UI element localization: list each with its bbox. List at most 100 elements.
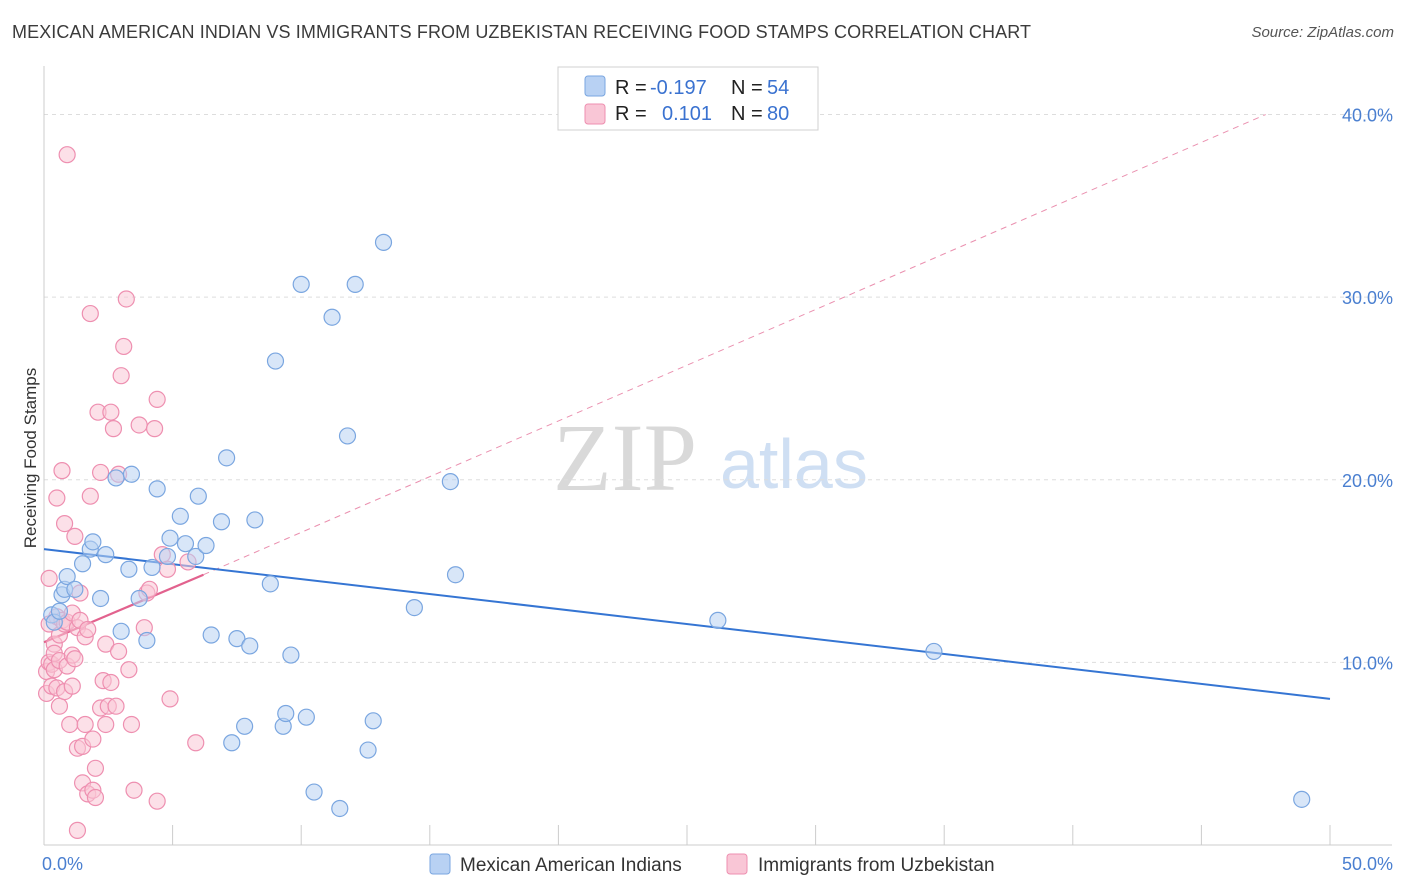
mexican-american-indians-point-6: [66, 580, 84, 598]
uzbekistan-point-70: [145, 420, 164, 438]
mexican-american-indians-point-7: [73, 555, 92, 573]
uzbekistan-point-41: [81, 304, 99, 323]
uzbekistan-point-18: [55, 514, 74, 533]
uzbekistan-point-21: [58, 146, 76, 164]
mexican-american-indians-point-43: [323, 308, 341, 326]
axes: [43, 66, 1392, 846]
mexican-american-indians-point-55: [1293, 790, 1311, 808]
uzbekistan-point-75: [161, 690, 179, 708]
uzbekistan-point-24: [61, 715, 79, 734]
mexican-american-indians-point-49: [374, 233, 393, 251]
uzbekistan-point-27: [63, 677, 81, 695]
uzbekistan-point-29: [66, 650, 84, 668]
uzbekistan-point-32: [68, 821, 87, 839]
uzbekistan-point-43: [84, 730, 102, 748]
mexican-american-indians-point-41: [297, 708, 315, 726]
uzbekistan-point-72: [148, 390, 166, 409]
mexican-american-indians-point-48: [364, 712, 382, 730]
stats-n-label-1: N =: [731, 77, 763, 99]
mexican-american-indians-point-39: [282, 646, 300, 664]
chart-title: MEXICAN AMERICAN INDIAN VS IMMIGRANTS FR…: [12, 22, 1032, 42]
mexican-american-indians-point-20: [158, 547, 177, 566]
stats-legend: R = -0.197 N = 54 R = 0.101 N = 80: [557, 66, 819, 131]
uzbekistan-point-4: [40, 569, 58, 587]
mexican-american-indians-point-53: [709, 611, 727, 629]
uzbekistan-point-38: [76, 715, 94, 734]
mexican-american-indians-point-14: [120, 560, 138, 578]
mexican-american-indians-point-29: [218, 449, 236, 467]
uzbekistan-point-66: [130, 416, 148, 434]
source-attribution: Source: ZipAtlas.com: [1251, 24, 1394, 41]
mexican-american-indians-point-47: [359, 741, 377, 759]
mexican-american-indians-point-25: [189, 487, 207, 505]
mexican-american-indians-point-52: [446, 566, 465, 584]
uzbekistan-point-11: [48, 489, 66, 507]
uzbekistan-point-77: [187, 734, 205, 752]
uzbekistan-point-14: [50, 697, 69, 715]
gridlines: [44, 114, 1392, 663]
uzbekistan-point-57: [107, 697, 125, 715]
uzbekistan-point-63: [120, 661, 138, 679]
uzbekistan-point-48: [91, 463, 110, 482]
mexican-american-indians-point-30: [223, 734, 241, 752]
stats-n-value-2: 80: [767, 103, 789, 125]
mexican-american-indians-point-40: [292, 275, 310, 293]
uzbekistan-point-51: [97, 715, 115, 734]
watermark: ZIP atlas: [553, 404, 868, 511]
watermark-zip: ZIP: [553, 404, 697, 511]
mexican-american-indians-point-51: [441, 472, 459, 491]
y-tick-labels: 10.0% 20.0% 30.0% 40.0%: [1342, 106, 1393, 674]
mexican-american-indians-point-45: [338, 427, 357, 445]
mexican-american-indians-point-11: [97, 546, 115, 564]
uzbekistan-point-45: [86, 759, 105, 777]
mexican-american-indians-point-23: [176, 535, 195, 553]
mexican-american-indians-point-27: [202, 626, 220, 644]
legend-pink-swatch: [726, 853, 748, 875]
series-legend: Mexican American Indians Immigrants from…: [429, 853, 995, 876]
stats-r-label-1: R =: [615, 77, 647, 99]
mexican-american-indians-point-34: [246, 511, 264, 529]
mexican-american-indians-point-33: [241, 637, 259, 655]
uzbekistan-point-52: [97, 635, 115, 653]
uzbekistan-point-54: [102, 403, 120, 421]
legend-blue-swatch: [429, 853, 451, 875]
y-axis-title: Receiving Food Stamps: [21, 368, 40, 548]
y-tick-label-30: 30.0%: [1342, 288, 1393, 308]
mexican-american-indians-point-12: [107, 469, 125, 487]
uzbekistan-point-39: [79, 620, 97, 639]
mexican-american-indians-point-9: [84, 533, 102, 551]
mexican-american-indians-point-19: [148, 480, 166, 498]
stats-n-label-2: N =: [731, 103, 763, 125]
x-tick-label-50: 50.0%: [1342, 854, 1393, 874]
mexican-american-indians-point-50: [405, 598, 423, 617]
mexican-american-indians-point-28: [212, 513, 231, 531]
mexican-american-indians-point-26: [197, 536, 215, 555]
uzbekistan-point-62: [117, 290, 135, 308]
mexican-american-indians-point-10: [91, 589, 110, 608]
uzbekistan-point-61: [115, 337, 133, 356]
legend-label-immigrants-from-uzbekistan: Immigrants from Uzbekistan: [758, 855, 995, 876]
y-tick-label-10: 10.0%: [1342, 653, 1393, 673]
y-tick-label-40: 40.0%: [1342, 106, 1393, 126]
uzbekistan-point-65: [125, 781, 143, 799]
uzbekistan-point-28: [66, 527, 84, 545]
mexican-american-indians-point-46: [346, 275, 364, 293]
uzbekistan-point-46: [86, 788, 105, 807]
stats-r-value-1: -0.197: [650, 77, 707, 99]
mexican-american-indians-point-35: [261, 575, 279, 593]
mexican-american-indians-point-15: [122, 465, 141, 483]
mexican-american-indians-point-24: [187, 547, 205, 566]
stats-legend-pink-swatch: [584, 103, 606, 125]
series-uzbekistan-points: [37, 146, 205, 839]
x-tick-label-0: 0.0%: [42, 854, 83, 874]
trend-line-mexican-american-indians: [43, 548, 1331, 700]
mexican-american-indians-point-31: [228, 630, 246, 648]
mexican-american-indians-point-44: [331, 799, 349, 818]
stats-n-value-1: 54: [767, 77, 789, 99]
watermark-atlas: atlas: [720, 425, 868, 503]
uzbekistan-point-58: [109, 642, 128, 661]
mexican-american-indians-point-38: [277, 704, 295, 723]
mexican-american-indians-point-36: [266, 352, 285, 370]
uzbekistan-point-55: [102, 673, 120, 692]
mexican-american-indians-point-17: [138, 631, 156, 650]
